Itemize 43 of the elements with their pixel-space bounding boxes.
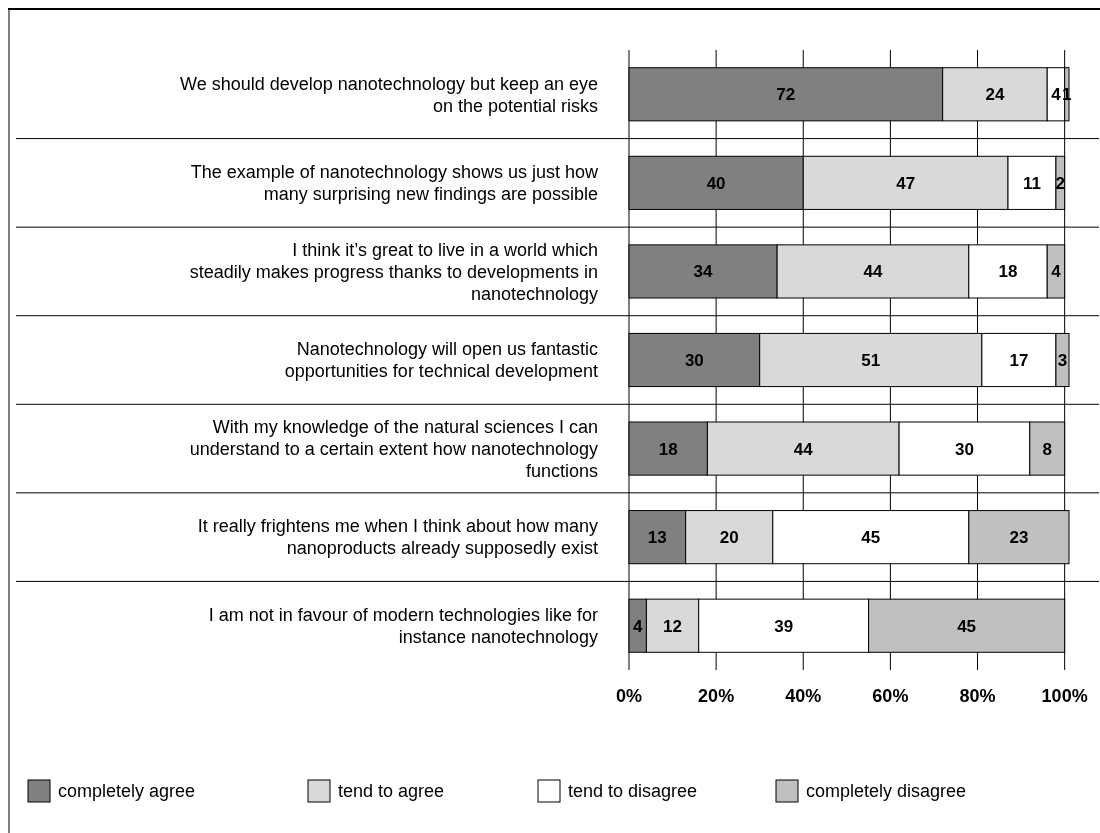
data-label: 8 [1042, 439, 1052, 459]
data-label: 20 [719, 528, 739, 548]
x-tick-label: 100% [1041, 686, 1088, 706]
data-label: 40 [706, 173, 726, 193]
data-label: 72 [776, 85, 796, 105]
legend-label: tend to agree [338, 781, 445, 802]
data-label: 11 [1022, 173, 1041, 193]
data-label: 4 [1051, 85, 1062, 105]
y-tick-label: Nanotechnology will open us fantastic opportunities for technical development [284, 339, 598, 382]
data-label: 24 [985, 85, 1005, 105]
data-label: 44 [793, 439, 814, 459]
x-tick-label: 40% [785, 686, 822, 706]
data-label: 34 [693, 262, 714, 282]
data-label: 4 [1051, 262, 1062, 282]
data-label: 30 [684, 350, 704, 370]
x-tick-label: 80% [959, 686, 996, 706]
data-label: 18 [658, 439, 678, 459]
data-label: 17 [1009, 350, 1029, 370]
data-label: 13 [647, 528, 667, 548]
legend-label: completely disagree [806, 781, 967, 802]
data-label: 4 [632, 616, 643, 636]
data-label: 12 [663, 616, 683, 636]
y-tick-label: We should develop nanotechnology but keep an eye on the potential risks [180, 73, 598, 116]
data-label: 30 [954, 439, 974, 459]
x-tick-label: 0% [615, 686, 643, 706]
y-tick-label: I am not in favour of modern technologies like for instance nanotechnology [208, 605, 598, 648]
data-label: 18 [998, 262, 1018, 282]
y-tick-label: With my knowledge of the natural sciences I can understand to a certain extent how nanotechnology functions [189, 416, 598, 481]
y-tick-label: I think it’s great to live in a world which steadily makes progress thanks to developments in nanotechnology [189, 239, 598, 304]
data-label: 39 [774, 616, 794, 636]
legend-label: completely agree [58, 781, 196, 802]
data-label: 45 [957, 616, 977, 636]
data-label: 3 [1057, 350, 1068, 370]
data-label: 51 [861, 350, 881, 370]
x-tick-label: 20% [698, 686, 735, 706]
data-label: 44 [863, 262, 883, 282]
data-label: 23 [1009, 528, 1029, 548]
data-label: 47 [896, 173, 916, 193]
x-tick-label: 60% [872, 686, 909, 706]
legend-label: tend to disagree [568, 781, 698, 802]
data-label: 45 [861, 528, 881, 548]
y-tick-label: It really frightens me when I think about how many nanoproducts already supposedly exist [197, 516, 598, 559]
y-tick-label: The example of nanotechnology shows us just how many surprising new findings are possible [190, 162, 599, 205]
